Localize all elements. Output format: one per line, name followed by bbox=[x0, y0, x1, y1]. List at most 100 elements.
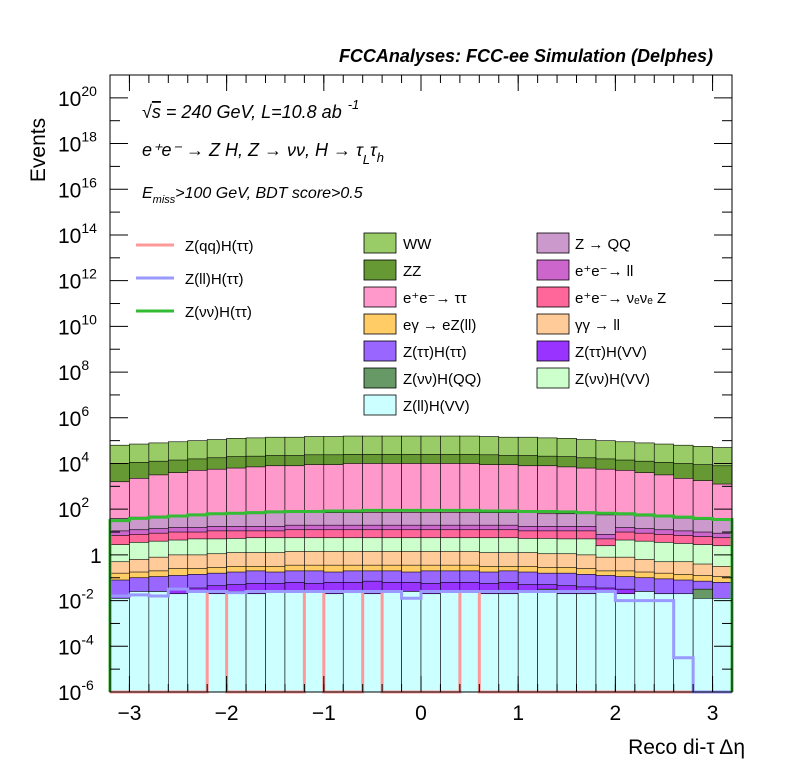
annotation-cuts: Emiss>100 GeV, BDT score>0.5 bbox=[142, 185, 363, 206]
y-tick-base: 10 bbox=[58, 225, 81, 248]
axes: −3 −2 −1 0 1 2 3102010181016101410121010108106… bbox=[58, 75, 733, 725]
x-tick-label: 3 bbox=[707, 702, 719, 725]
signal-line-1 bbox=[108, 587, 732, 694]
legend-label: ZZ bbox=[403, 263, 421, 280]
y-tick-exp: -6 bbox=[81, 677, 94, 693]
stack-bar bbox=[556, 593, 577, 693]
legend-label: Z(ττ)H(VV) bbox=[575, 344, 647, 361]
legend-box-swatch bbox=[363, 340, 397, 362]
y-tick-base: 10 bbox=[58, 682, 81, 705]
stack-bar bbox=[537, 591, 558, 693]
annotation-process: e⁺e⁻ → Z H, Z → νν, H → τLτh bbox=[142, 140, 384, 167]
x-tick-label: −2 bbox=[215, 702, 239, 725]
y-tick-exp: -4 bbox=[81, 631, 94, 647]
y-tick-label: 108 bbox=[58, 357, 89, 385]
stack-bar bbox=[459, 591, 480, 693]
y-tick-base: 10 bbox=[58, 591, 81, 614]
y-tick-base: 10 bbox=[58, 408, 81, 431]
legend-box-swatch bbox=[536, 232, 570, 254]
legend-box-swatch bbox=[536, 259, 570, 281]
y-tick-label: 1 bbox=[90, 545, 102, 568]
y-tick-exp: 12 bbox=[81, 266, 97, 282]
y-tick-exp: 4 bbox=[81, 448, 89, 464]
sqrt-sign: √ bbox=[142, 102, 152, 122]
stack-bar bbox=[673, 593, 694, 693]
legend-box-swatch bbox=[363, 286, 397, 308]
legend-box-swatch bbox=[536, 340, 570, 362]
stack-bar bbox=[692, 598, 713, 693]
stack-bar bbox=[653, 593, 674, 693]
legend-box-swatch bbox=[363, 259, 397, 281]
y-tick-base: 10 bbox=[58, 179, 81, 202]
stack-bar bbox=[362, 593, 383, 693]
legend-label: Z(νν)H(ττ) bbox=[185, 304, 252, 321]
y-tick-label: 1012 bbox=[58, 266, 97, 294]
legend-label: Z(qq)H(ττ) bbox=[185, 238, 254, 255]
y-tick-base: 10 bbox=[58, 316, 81, 339]
y-tick-exp: -2 bbox=[81, 586, 94, 602]
legend-label: Z(νν)H(VV) bbox=[575, 371, 650, 388]
y-tick-label: 1018 bbox=[58, 129, 97, 157]
y-tick-label: 1016 bbox=[58, 174, 97, 202]
legend-label: Z → QQ bbox=[575, 236, 631, 253]
stack-bar bbox=[634, 591, 655, 693]
y-tick-label: 10-4 bbox=[58, 631, 94, 659]
stack-bar bbox=[615, 593, 636, 693]
stack-bar bbox=[304, 591, 325, 693]
energy-text: = 240 GeV, L=10.8 ab bbox=[161, 102, 342, 122]
y-tick-exp: 2 bbox=[81, 494, 89, 510]
stack-12 bbox=[109, 591, 733, 693]
x-tick-label: −1 bbox=[312, 702, 336, 725]
stack-bar bbox=[109, 598, 130, 693]
x-tick-label: −3 bbox=[117, 702, 141, 725]
y-tick-label: 1014 bbox=[58, 220, 97, 248]
x-tick-label: 1 bbox=[512, 702, 524, 725]
legend-label: e⁺e⁻→ ττ bbox=[403, 290, 467, 307]
legend-box-swatch bbox=[363, 367, 397, 389]
y-tick-exp: 8 bbox=[81, 357, 89, 373]
emiss-base: E bbox=[142, 185, 153, 202]
legend-box-swatch bbox=[536, 367, 570, 389]
y-tick-label: 1010 bbox=[58, 311, 97, 339]
stack-bar bbox=[226, 591, 247, 693]
x-tick-label: 2 bbox=[610, 702, 622, 725]
legend-box-swatch bbox=[536, 313, 570, 335]
y-tick-label: 10-6 bbox=[58, 677, 94, 705]
stack-bar bbox=[381, 591, 402, 693]
chart-title: FCCAnalyses: FCC-ee Simulation (Delphes) bbox=[339, 46, 713, 66]
y-tick-label: 106 bbox=[58, 403, 89, 431]
legend-box-swatch bbox=[536, 286, 570, 308]
signal-line-2 bbox=[108, 508, 734, 692]
tau-sub-h: h bbox=[377, 150, 384, 165]
stack-bar bbox=[420, 593, 441, 693]
tau-sub-l: L bbox=[363, 152, 370, 167]
y-tick-exp: 10 bbox=[81, 311, 97, 327]
stacked-histogram bbox=[109, 435, 733, 693]
y-axis-label: Events bbox=[27, 118, 50, 182]
s-symbol: s bbox=[152, 102, 161, 122]
stack-bar bbox=[206, 593, 227, 693]
legend-box-swatch bbox=[363, 394, 397, 416]
y-tick-base: 10 bbox=[58, 88, 81, 111]
x-tick-label: 0 bbox=[415, 702, 427, 725]
legend-label: Z(ττ)H(ττ) bbox=[403, 344, 467, 361]
stack-bar bbox=[323, 593, 344, 693]
y-tick-exp: 20 bbox=[81, 83, 97, 99]
lumi-exponent: -1 bbox=[348, 97, 360, 112]
stack-bar bbox=[517, 591, 538, 693]
stack-bar bbox=[265, 591, 286, 693]
y-tick-exp: 14 bbox=[81, 220, 97, 236]
process-text: e⁺e⁻ → Z H, Z → νν, H → τ bbox=[142, 140, 364, 160]
legend-label: Z(ll)H(ττ) bbox=[185, 271, 244, 288]
stack-bar bbox=[284, 591, 305, 693]
legend-label: γγ → ll bbox=[575, 317, 620, 334]
y-tick-base: 10 bbox=[58, 453, 81, 476]
stack-bar bbox=[712, 598, 733, 693]
y-tick-label: 102 bbox=[58, 494, 89, 522]
y-tick-base: 10 bbox=[58, 362, 81, 385]
y-tick-exp: 18 bbox=[81, 129, 97, 145]
legend-label: Z(νν)H(QQ) bbox=[403, 371, 481, 388]
stack-bar bbox=[440, 591, 461, 693]
annotation-energy-lumi: √s = 240 GeV, L=10.8 ab -1 bbox=[142, 97, 359, 122]
